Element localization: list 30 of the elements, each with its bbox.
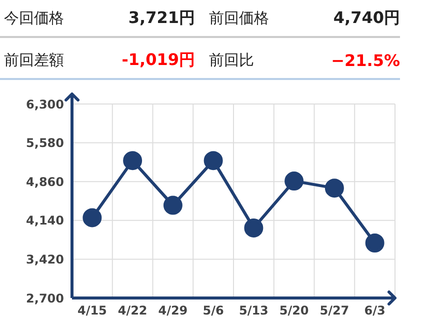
y-tick-label: 4,140 (26, 214, 64, 228)
y-tick-label: 6,300 (26, 97, 64, 112)
point (324, 178, 344, 198)
text: 4,740円 (333, 8, 400, 26)
x-tick-label: 5/13 (238, 304, 268, 318)
text: 前回比 (209, 50, 254, 68)
point (204, 151, 223, 170)
text: -1,019円 (122, 50, 195, 68)
y-tick-label: 2,700 (26, 291, 64, 306)
y-tick-label: 4,860 (26, 174, 64, 189)
point (244, 218, 264, 238)
point (284, 172, 304, 191)
text: 前回価格 (209, 8, 269, 26)
y-tick-label: 5,580 (26, 136, 64, 150)
y-tick-label: 3,420 (26, 252, 64, 266)
text: −21.5% (331, 50, 400, 70)
x-tick-label: 5/20 (279, 304, 309, 318)
point (123, 151, 142, 170)
text: 3,721円 (128, 8, 195, 26)
text: 前回差額 (4, 50, 64, 68)
x-tick-label: 6/3 (364, 304, 386, 318)
point (82, 208, 102, 228)
x-tick-label: 5/27 (320, 304, 350, 318)
point (163, 196, 182, 215)
x-tick-label: 4/15 (77, 304, 107, 318)
text: 今回価格 (4, 8, 64, 26)
point (365, 233, 384, 252)
x-tick-label: 4/22 (118, 304, 148, 318)
x-tick-label: 4/29 (158, 304, 188, 318)
x-tick-label: 5/6 (202, 304, 224, 318)
